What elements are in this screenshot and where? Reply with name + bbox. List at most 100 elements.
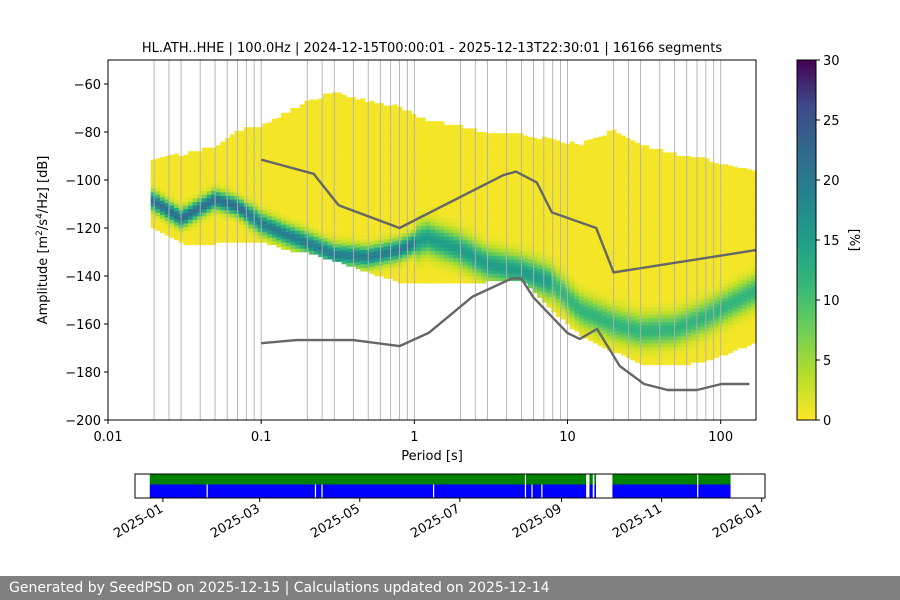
density-cell xyxy=(593,321,598,326)
density-cell xyxy=(341,102,347,106)
density-cell xyxy=(555,208,561,213)
density-cell xyxy=(611,176,617,181)
density-cell xyxy=(481,175,487,180)
density-cell xyxy=(471,214,477,219)
density-cell xyxy=(667,339,673,344)
density-cell xyxy=(509,176,515,181)
density-cell xyxy=(257,238,263,243)
density-cell xyxy=(206,147,212,152)
density-cell xyxy=(430,207,436,212)
density-cell xyxy=(369,208,375,213)
density-cell xyxy=(611,147,617,152)
density-cell xyxy=(434,132,440,136)
density-cell xyxy=(662,292,668,297)
density-cell xyxy=(444,142,449,147)
density-cell xyxy=(620,218,626,223)
density-cell xyxy=(416,268,422,273)
density-cell xyxy=(448,258,454,262)
density-cell xyxy=(383,170,389,175)
density-cell xyxy=(322,212,328,217)
density-cell xyxy=(257,181,263,186)
density-cell xyxy=(676,170,682,175)
density-cell xyxy=(402,171,408,176)
density-cell xyxy=(616,144,622,148)
density-cell xyxy=(327,219,333,224)
density-cell xyxy=(341,174,347,178)
density-cell xyxy=(509,151,515,156)
density-cell xyxy=(341,163,347,168)
density-cell xyxy=(374,268,380,273)
density-cell xyxy=(206,216,212,220)
density-cell xyxy=(341,217,347,222)
density-cell xyxy=(481,171,487,176)
density-cell xyxy=(150,195,156,200)
density-cell xyxy=(439,160,445,165)
density-cell xyxy=(555,201,561,206)
density-cell xyxy=(630,169,636,174)
density-cell xyxy=(462,178,468,183)
density-cell xyxy=(406,168,412,172)
density-cell xyxy=(471,142,477,147)
density-cell xyxy=(513,208,519,213)
density-cell xyxy=(322,147,328,152)
density-cell xyxy=(267,212,273,217)
density-cell xyxy=(597,194,603,199)
density-cell xyxy=(439,193,445,198)
density-cell xyxy=(364,228,370,232)
density-cell xyxy=(346,115,352,120)
density-cell xyxy=(653,256,659,261)
density-cell xyxy=(490,230,496,235)
density-cell xyxy=(360,224,366,229)
density-cell xyxy=(248,217,254,222)
density-cell xyxy=(173,200,179,205)
density-cell xyxy=(369,248,375,253)
density-cell xyxy=(355,218,361,223)
density-cell xyxy=(406,196,412,201)
density-cell xyxy=(430,240,436,244)
density-cell xyxy=(574,226,580,231)
psd-plot: HL.ATH..HHE | 100.0Hz | 2024-12-15T00:00… xyxy=(35,41,757,464)
density-cell xyxy=(579,314,585,319)
density-cell xyxy=(378,146,384,151)
density-cell xyxy=(406,128,412,133)
density-cell xyxy=(225,156,231,160)
density-cell xyxy=(639,296,645,301)
density-cell xyxy=(546,170,552,175)
density-cell xyxy=(392,129,398,134)
density-cell xyxy=(541,205,547,210)
density-cell xyxy=(313,236,319,241)
density-cell xyxy=(597,162,603,166)
density-cell xyxy=(476,214,482,219)
density-cell xyxy=(402,265,408,270)
density-cell xyxy=(634,157,640,162)
density-cell xyxy=(271,169,277,174)
density-cell xyxy=(593,184,598,189)
density-cell xyxy=(569,202,575,207)
density-cell xyxy=(448,124,454,129)
density-cell xyxy=(630,194,636,199)
density-cell xyxy=(648,354,654,358)
density-cell xyxy=(346,241,352,246)
density-cell xyxy=(322,136,328,141)
density-cell xyxy=(490,208,496,213)
density-cell xyxy=(215,159,221,164)
density-cell xyxy=(262,174,268,178)
density-cell xyxy=(160,182,165,187)
density-cell xyxy=(639,318,645,322)
density-cell xyxy=(569,166,575,171)
density-cell xyxy=(471,250,477,255)
density-cell xyxy=(397,110,403,115)
density-cell xyxy=(262,184,268,189)
density-cell xyxy=(509,180,515,184)
density-cell xyxy=(490,205,496,210)
density-cell xyxy=(215,188,221,193)
density-cell xyxy=(369,223,375,228)
density-cell xyxy=(481,207,487,212)
density-cell xyxy=(667,346,673,351)
density-cell xyxy=(164,156,170,160)
density-cell xyxy=(406,276,412,280)
density-cell xyxy=(169,212,175,217)
density-cell xyxy=(304,241,310,246)
density-cell xyxy=(630,223,636,228)
density-cell xyxy=(206,208,212,213)
